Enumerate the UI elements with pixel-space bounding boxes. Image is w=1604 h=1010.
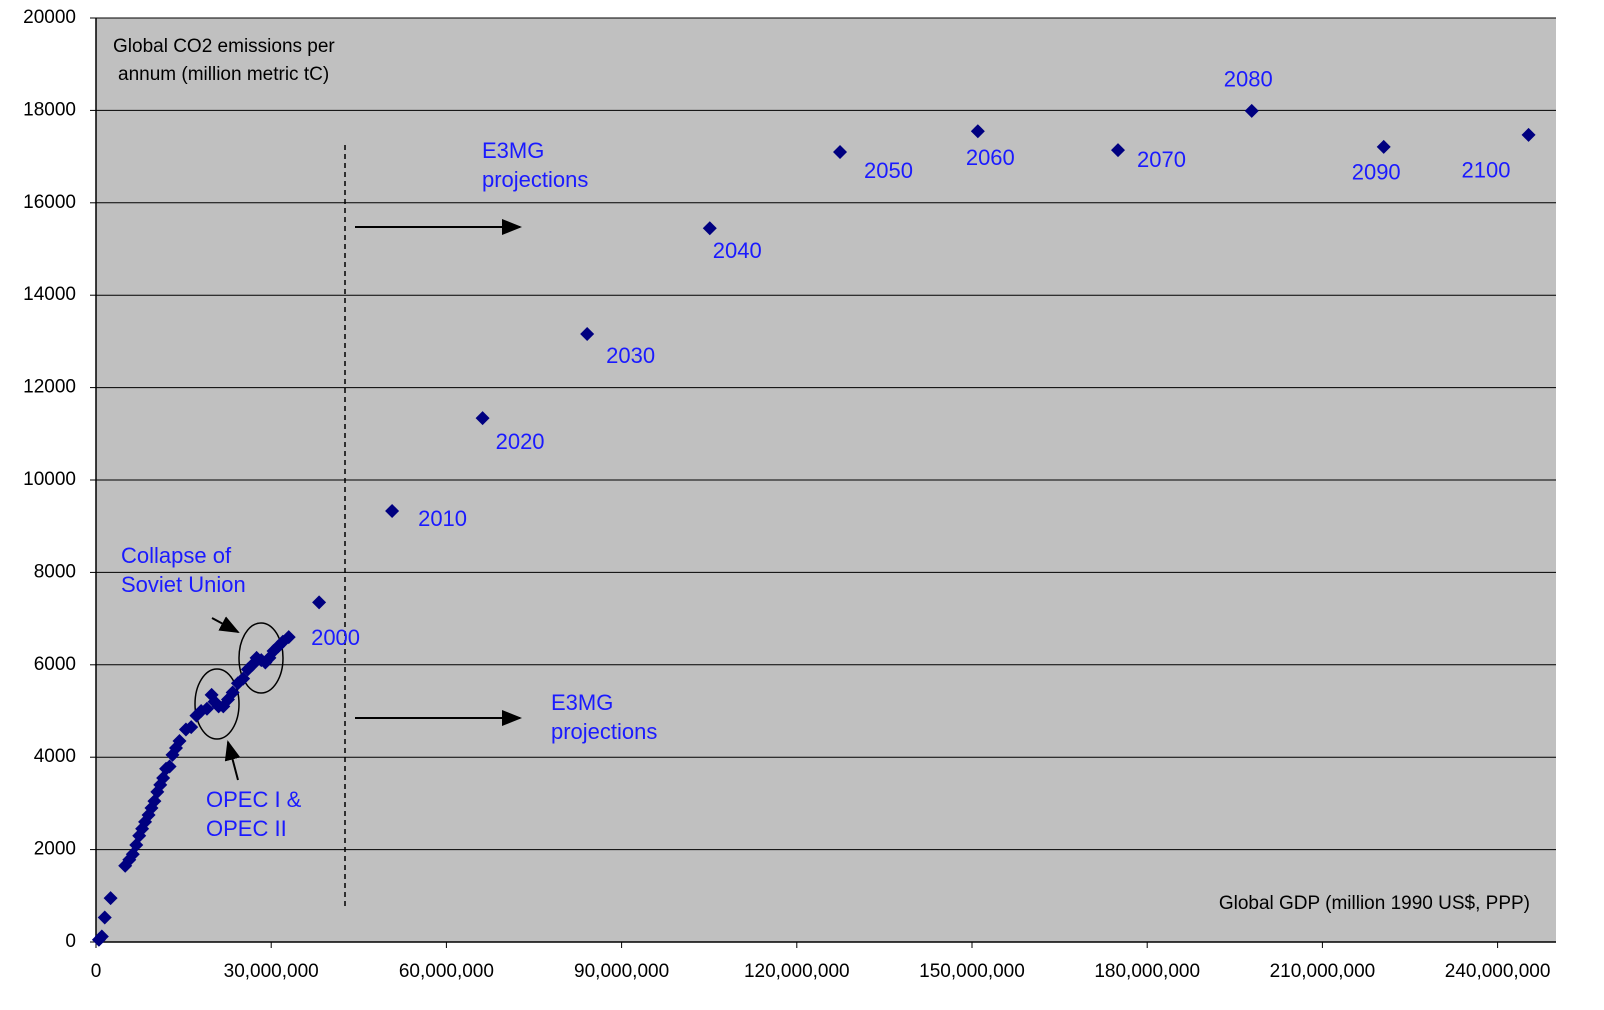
data-point <box>94 929 109 944</box>
data-point <box>970 124 985 139</box>
data-point <box>1111 143 1125 158</box>
highlight <box>194 668 240 740</box>
x-tick-label: 180,000,000 <box>1094 961 1200 982</box>
point-label: 2090 <box>1352 160 1401 185</box>
y-tick-label: 2000 <box>34 839 76 860</box>
annotation: projections <box>551 719 657 744</box>
y-tick-label: 16000 <box>23 192 76 213</box>
y-title: Global CO2 emissions per <box>113 36 335 57</box>
x-tick-label: 210,000,000 <box>1270 961 1376 982</box>
y-tick-label: 12000 <box>23 377 76 398</box>
x-title: Global GDP (million 1990 US$, PPP) <box>1219 893 1530 914</box>
point-label: 2040 <box>713 238 762 263</box>
data-point <box>833 144 848 159</box>
data-point <box>1244 103 1259 118</box>
y-tick-label: 10000 <box>23 469 76 490</box>
annotation: projections <box>482 167 588 192</box>
annotation: Soviet Union <box>121 572 246 597</box>
data-point <box>702 221 717 236</box>
data-point <box>281 630 296 645</box>
y-tick-label: 14000 <box>23 284 76 305</box>
point-label: 2020 <box>496 429 545 454</box>
data-point <box>1521 127 1536 142</box>
data-point <box>475 411 490 426</box>
data-point <box>225 685 240 700</box>
point-label: 2070 <box>1137 147 1186 172</box>
data-point <box>1376 139 1391 154</box>
annotation: E3MG <box>551 690 613 715</box>
data-point <box>103 891 118 906</box>
data-point <box>312 595 327 610</box>
data-point <box>385 503 400 518</box>
point-label: 2080 <box>1224 67 1273 92</box>
highlight <box>238 622 284 694</box>
y-tick-label: 0 <box>65 931 76 952</box>
point-label: 2010 <box>418 506 467 531</box>
data-point <box>172 734 187 749</box>
y-tick-label: 4000 <box>34 746 76 767</box>
x-tick-label: 240,000,000 <box>1445 961 1551 982</box>
x-tick-label: 120,000,000 <box>744 961 850 982</box>
annotation: Collapse of <box>121 543 232 568</box>
arrow <box>211 616 240 633</box>
point-label: 2060 <box>966 145 1015 170</box>
y-tick-label: 18000 <box>23 99 76 120</box>
y-tick-label: 8000 <box>34 561 76 582</box>
x-tick-label: 0 <box>91 961 102 982</box>
annotation: E3MG <box>482 138 544 163</box>
arrow <box>224 740 241 781</box>
x-tick-label: 30,000,000 <box>224 961 319 982</box>
point-label: 2100 <box>1462 158 1511 183</box>
data-point <box>184 720 199 735</box>
y-tick-label: 6000 <box>34 654 76 675</box>
data-point <box>199 701 214 716</box>
data-point <box>580 327 595 342</box>
point-label: 2050 <box>864 158 913 183</box>
point-label: 2030 <box>606 343 655 368</box>
x-tick-label: 150,000,000 <box>919 961 1025 982</box>
y-tick-label: 20000 <box>23 7 76 28</box>
data-point <box>97 910 112 925</box>
point-label: 2000 <box>311 625 360 650</box>
x-tick-label: 60,000,000 <box>399 961 494 982</box>
y-title: annum (million metric tC) <box>118 64 329 85</box>
annotation: OPEC II <box>206 816 287 841</box>
x-tick-label: 90,000,000 <box>574 961 669 982</box>
data-point <box>162 759 177 774</box>
annotation: OPEC I & <box>206 787 302 812</box>
